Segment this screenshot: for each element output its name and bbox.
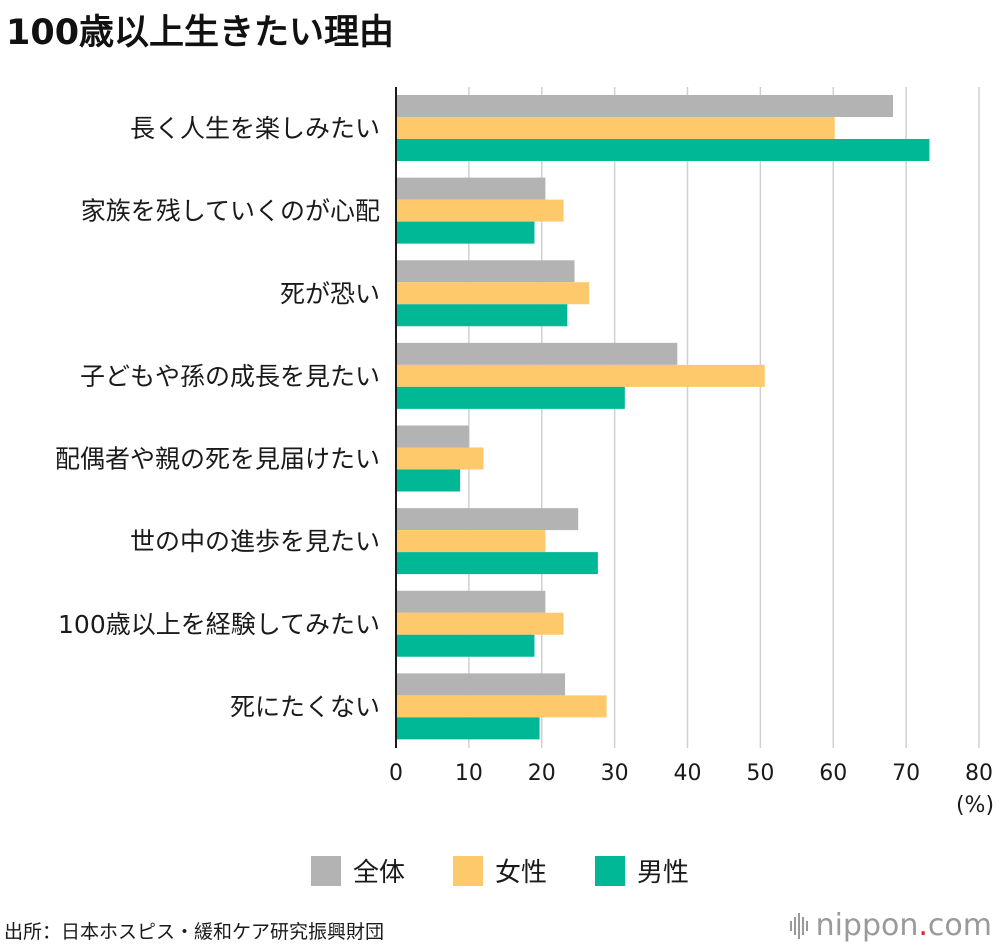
legend-swatch-2 [595,855,625,886]
bar-7-2 [396,717,540,740]
category-label-2: 死が恐い [280,279,380,308]
category-label-4: 配偶者や親の死を見届けたい [55,445,380,474]
x-tick-0: 0 [389,761,403,786]
logo-dot: . [918,908,928,943]
category-label-0: 長く人生を楽しみたい [130,114,380,143]
bar-3-2 [396,386,625,409]
bar-0-1 [396,117,835,139]
category-labels: 長く人生を楽しみたい家族を残していくのが心配死が恐い子どもや孫の成長を見たい配偶… [55,114,380,721]
category-label-1: 家族を残していくのが心配 [81,197,380,226]
x-tick-70: 70 [892,761,920,786]
x-axis-unit: (%) [956,793,994,818]
bar-5-1 [396,530,546,553]
legend-item-1: 女性 [452,852,547,889]
category-label-5: 世の中の進歩を見たい [130,527,380,556]
x-tick-20: 20 [528,761,556,786]
bar-chart: 長く人生を楽しみたい家族を残していくのが心配死が恐い子どもや孫の成長を見たい配偶… [55,87,994,818]
category-label-3: 子どもや孫の成長を見たい [80,362,380,391]
bar-1-1 [396,199,564,222]
legend-label-1: 女性 [494,858,547,888]
x-tick-30: 30 [601,761,629,786]
legend-swatch-1 [452,855,483,886]
bar-2-0 [396,260,575,283]
legend-item-2: 男性 [595,852,689,889]
bar-4-2 [396,469,461,492]
bar-2-1 [396,282,590,305]
legend-label-2: 男性 [637,858,690,888]
bar-7-0 [396,673,566,696]
bar-3-1 [396,364,765,387]
bar-0-0 [396,95,894,117]
bar-5-0 [396,508,579,531]
x-tick-60: 60 [819,761,847,786]
chart-title: 100歳以上生きたい理由 [6,13,395,53]
x-tick-50: 50 [746,761,774,786]
logo-bars-icon [789,912,808,939]
category-label-6: 100歳以上を経験してみたい [58,610,380,639]
bar-6-1 [396,612,564,635]
x-tick-80: 80 [965,761,993,786]
logo-tld: com [927,908,992,943]
bar-3-0 [396,342,678,365]
bar-2-2 [396,304,568,327]
bar-7-1 [396,695,607,718]
logo-brand: nippon [815,908,919,943]
bar-4-1 [396,447,484,470]
bar-6-0 [396,590,546,613]
category-label-7: 死にたくない [230,692,380,721]
legend-swatch-0 [310,855,341,886]
bar-5-2 [396,552,598,575]
bar-4-0 [396,425,469,448]
legend: 全体 女性 男性 [0,852,1000,889]
x-tick-40: 40 [674,761,702,786]
bar-1-0 [396,177,546,200]
nippon-logo: nippon. com [789,908,992,943]
bar-0-2 [396,139,930,161]
x-tick-labels: 0 10 20 30 40 50 60 70 80 [389,761,993,786]
x-tick-10: 10 [455,761,483,786]
bars [396,95,930,740]
legend-label-0: 全体 [352,858,405,888]
bar-1-2 [396,221,535,244]
bar-6-2 [396,634,535,657]
legend-item-0: 全体 [310,852,405,889]
source-note: 出所：日本ホスピス・緩和ケア研究振興財団 [4,921,385,943]
